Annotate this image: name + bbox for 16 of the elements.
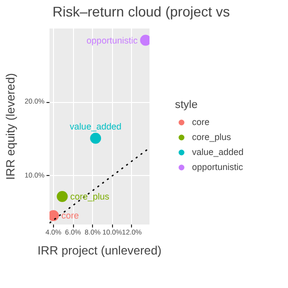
annotation: value_added (70, 121, 122, 132)
annotation: core_plus (70, 192, 110, 202)
legend-label: core (192, 116, 211, 128)
x-axis-title: IRR project (unlevered) (37, 244, 162, 258)
legend-title: style (175, 99, 199, 111)
annotation: opportunistic (86, 35, 138, 46)
point (140, 34, 150, 46)
annotation: core (61, 210, 79, 221)
point (50, 210, 59, 222)
point (90, 132, 102, 144)
point (56, 191, 68, 202)
legend-label: value_added (192, 146, 244, 158)
legend-label: opportunistic (192, 161, 244, 173)
y-axis-title: IRR equity (levered) (4, 73, 18, 180)
legend-label: core_plus (192, 131, 232, 143)
chart-title: Risk–return cloud (project vs (52, 4, 230, 20)
